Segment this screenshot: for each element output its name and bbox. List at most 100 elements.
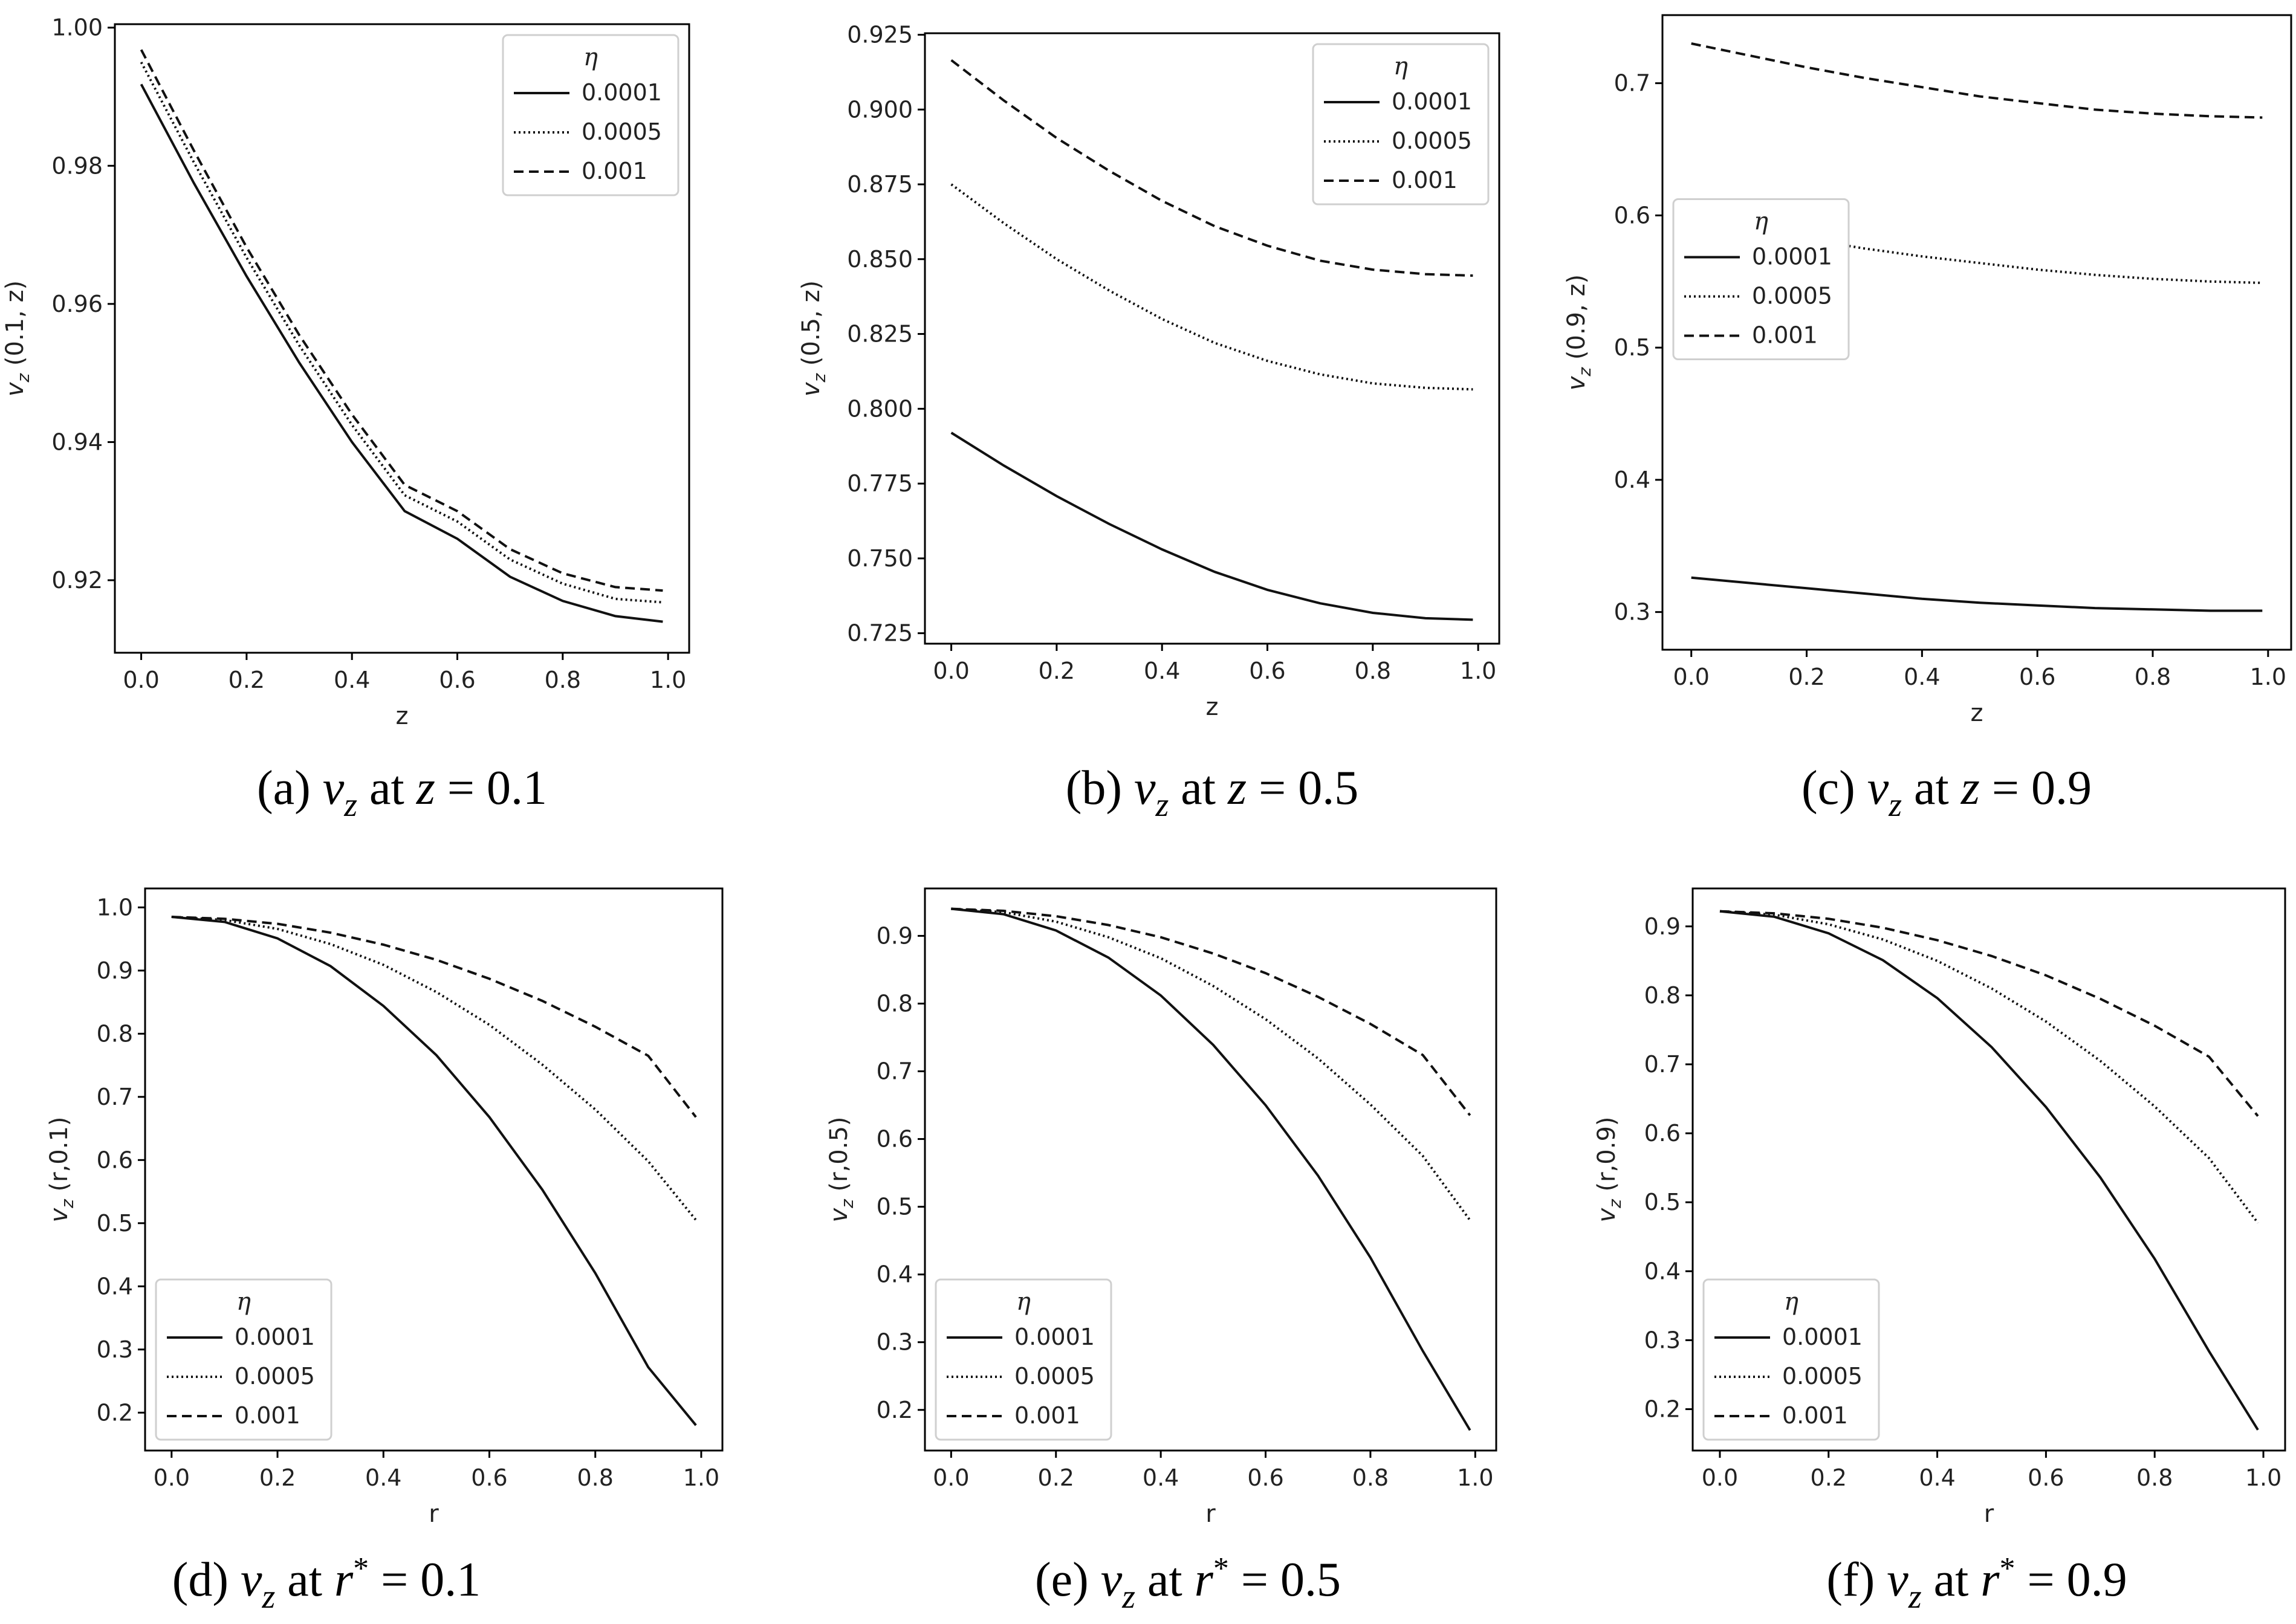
x-tick-label: 0.6 [1249,658,1285,684]
y-axis-label: vz (r,0.1) [45,1116,77,1222]
y-tick-label: 0.8 [1644,982,1681,1009]
legend-label: 0.0005 [235,1363,315,1389]
legend-title: η [1016,1288,1031,1316]
panel-caption: (f) vz at r* = 0.9 [1826,1551,2127,1616]
y-tick-label: 0.4 [1644,1258,1681,1284]
x-tick-label: 0.6 [1247,1464,1283,1491]
y-tick-label: 0.6 [1644,1120,1681,1147]
legend-box [1702,1278,1880,1441]
series-line-eta-0.001 [140,49,663,592]
chart-panel-e: 0.0 0.2 0.4 0.6 0.8 1.0 0.2 0.3 0.4 0.5 0.6 0.7 0.8 0… [825,887,1497,1616]
x-tick-label: 0.8 [577,1464,614,1491]
y-tick-label: 0.2 [97,1399,133,1426]
y-tick-label: 0.875 [847,171,913,198]
y-tick-label: 0.775 [847,470,913,497]
x-tick-label: 0.2 [1811,1464,1847,1491]
legend-label: 0.0005 [1392,128,1472,154]
legend: η 0.0001 0.0005 0.001 [1702,1278,1880,1441]
y-tick-label: 1.00 [51,15,103,41]
legend-label: 0.001 [582,158,647,184]
y-tick-label: 0.3 [1614,599,1650,626]
legend-box [155,1278,332,1441]
y-tick-label: 0.9 [877,922,913,949]
series-line-eta-0.0001 [950,432,1473,621]
x-tick-label: 0.4 [1904,664,1940,690]
legend-label: 0.001 [235,1402,300,1429]
panel-caption: (c) vz at z = 0.9 [1801,762,2092,824]
y-axis-label: vz (r,0.5) [825,1116,857,1222]
series-line-eta-0.001 [171,916,697,1118]
y-tick-label: 0.2 [1644,1396,1681,1423]
x-tick-label: 0.4 [365,1464,401,1491]
series-line-eta-0.001 [951,907,1471,1116]
x-tick-label: 0.4 [1144,658,1180,684]
x-tick-label: 0.0 [123,667,159,693]
series-line-eta-0.0001 [171,916,697,1426]
y-tick-label: 0.4 [97,1273,133,1299]
y-axis-label: vz (r,0.9) [1593,1116,1625,1222]
legend-box [502,34,679,196]
x-tick-label: 0.6 [2028,1464,2064,1491]
x-axis-label: z [396,702,409,730]
series-line-eta-0.0005 [140,61,663,604]
legend-label: 0.001 [1014,1402,1080,1429]
series-line-eta-0.0005 [171,916,697,1221]
panel-caption: (b) vz at z = 0.5 [1066,762,1359,824]
x-tick-label: 1.0 [2250,664,2286,690]
x-axis-label: r [429,1500,439,1528]
y-tick-label: 0.98 [51,152,103,179]
x-tick-label: 1.0 [650,667,686,693]
x-tick-label: 1.0 [683,1464,719,1491]
plot-frame [114,23,690,654]
y-tick-label: 0.2 [877,1397,913,1423]
y-tick-label: 0.4 [1614,467,1650,493]
y-tick-label: 0.7 [1644,1051,1681,1078]
y-tick-label: 0.725 [847,620,913,647]
y-tick-label: 0.9 [1644,913,1681,940]
legend-title: η [583,44,598,71]
series-line-eta-0.0001 [140,83,663,623]
y-tick-label: 0.900 [847,96,913,123]
x-tick-label: 0.4 [1919,1464,1955,1491]
legend: η 0.0001 0.0005 0.001 [1312,43,1490,205]
legend-box [935,1278,1112,1441]
legend-label: 0.0001 [235,1324,315,1350]
legend-label: 0.0001 [1782,1324,1863,1350]
chart-panel-d: 0.0 0.2 0.4 0.6 0.8 1.0 0.2 0.3 0.4 0.5 0.6 0.7 0.8 0… [45,887,724,1616]
series-line-eta-0.0001 [1719,910,2259,1431]
y-tick-label: 1.0 [97,894,133,920]
legend-title: η [1754,208,1768,236]
y-tick-label: 0.7 [877,1058,913,1085]
chart-panel-a: 0.0 0.2 0.4 0.6 0.8 1.0 0.92 0.94 0.96 0.98 1.00 z v… [1,15,690,824]
panel-caption: (d) vz at r* = 0.1 [172,1551,481,1616]
x-tick-label: 0.6 [471,1464,507,1491]
legend-label: 0.001 [1752,322,1818,349]
legend-label: 0.0001 [1014,1324,1095,1350]
legend-label: 0.0001 [582,79,662,106]
x-tick-label: 0.4 [1143,1464,1179,1491]
legend: η 0.0001 0.0005 0.001 [935,1278,1112,1441]
legend-label: 0.0005 [1014,1363,1095,1389]
legend: η 0.0001 0.0005 0.001 [155,1278,332,1441]
y-axis-label: vz (0.5, z) [797,280,829,396]
x-tick-label: 0.8 [1352,1464,1389,1491]
y-tick-label: 0.7 [1614,70,1650,97]
y-tick-label: 0.6 [97,1147,133,1173]
y-axis-label: vz (0.1, z) [1,280,33,396]
y-tick-label: 0.850 [847,246,913,273]
series-line-eta-0.001 [950,59,1473,277]
y-tick-label: 0.5 [1644,1189,1681,1215]
x-tick-label: 1.0 [1457,1464,1493,1491]
legend-label: 0.0005 [1752,283,1832,309]
y-tick-label: 0.825 [847,321,913,348]
x-tick-label: 0.8 [545,667,581,693]
y-axis-label: vz (0.9, z) [1563,274,1595,390]
plot-frame [924,887,1497,1452]
x-tick-label: 0.6 [2019,664,2055,690]
legend-label: 0.0005 [1782,1363,1863,1389]
x-tick-label: 0.6 [439,667,475,693]
series-line-eta-0.0005 [950,183,1473,391]
x-tick-label: 0.2 [1038,1464,1074,1491]
legend-title: η [236,1288,251,1316]
y-tick-label: 0.750 [847,545,913,572]
